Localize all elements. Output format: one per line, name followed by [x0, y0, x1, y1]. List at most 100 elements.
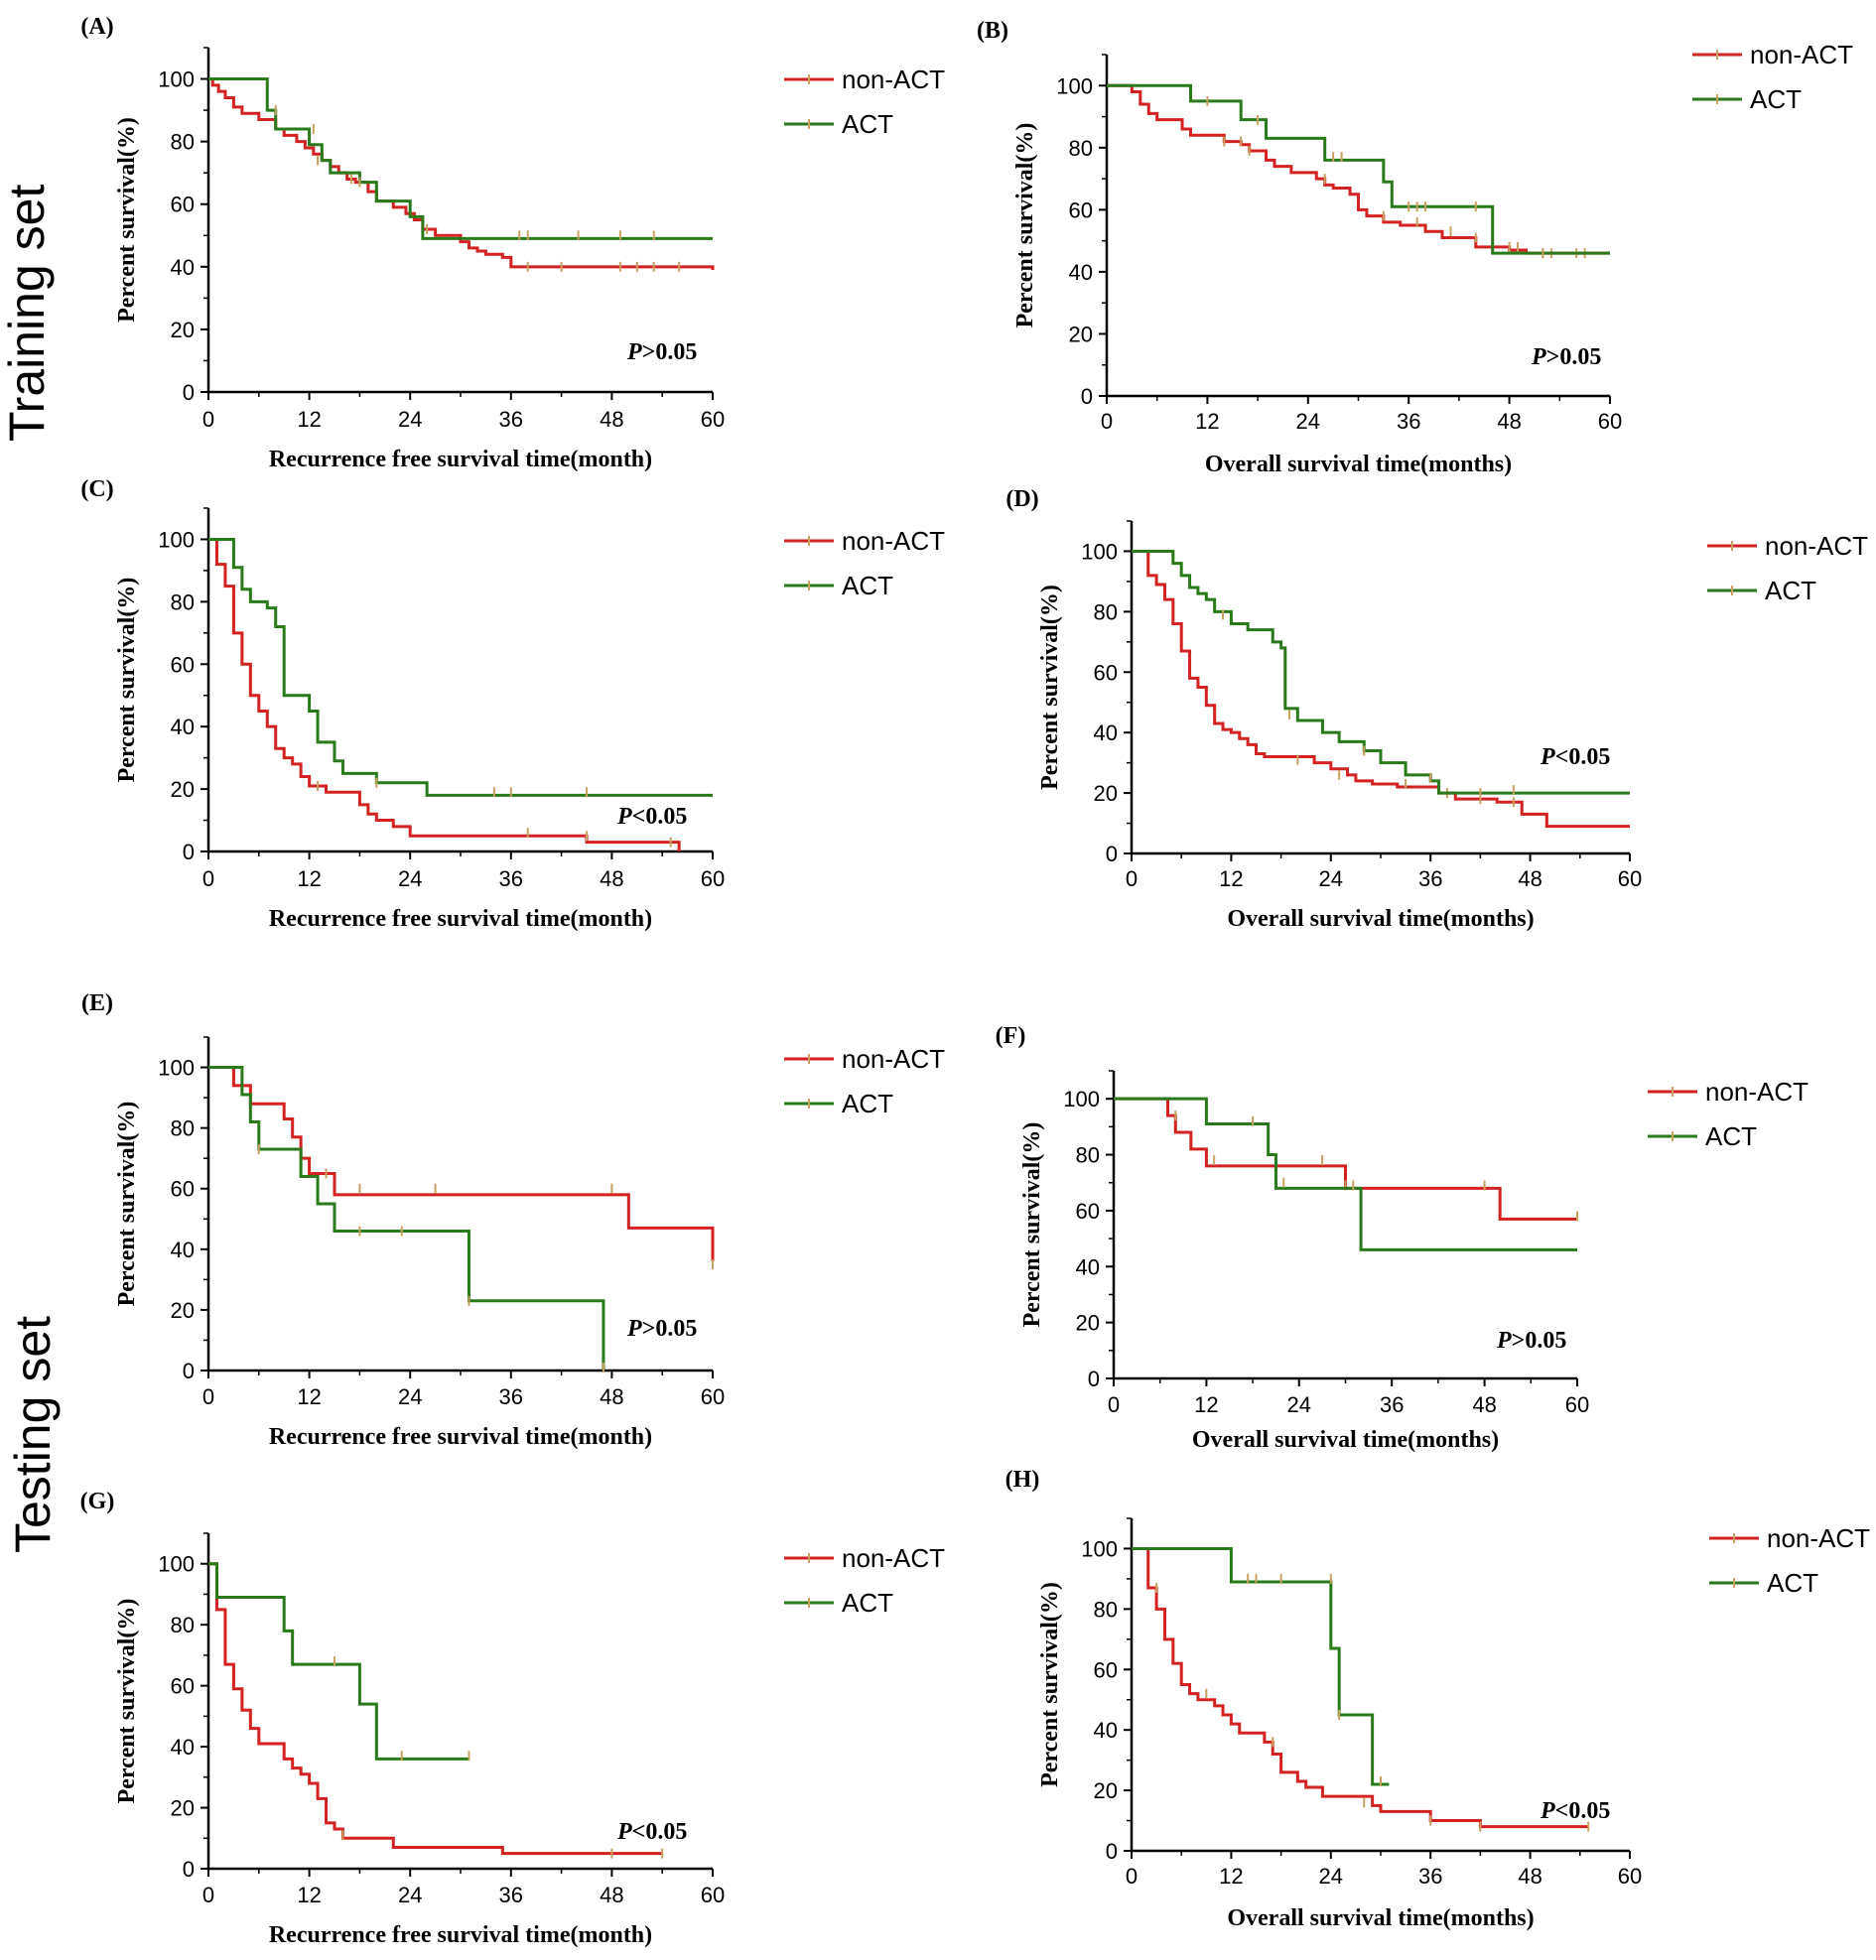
y-tick-label: 60 [1076, 1199, 1100, 1224]
legend-label: non-ACT [1767, 1523, 1870, 1553]
panel-label: (C) [80, 476, 113, 502]
km-panel: (E) 0 12 24 36 48 60 0 20 40 60 80 100 Recurrence fre… [81, 990, 945, 1450]
x-tick-label: 0 [1108, 1392, 1120, 1417]
x-tick-label: 48 [600, 866, 623, 891]
p-value-label: P>0.05 [626, 339, 697, 365]
x-axis-title: Recurrence free survival time(month) [269, 906, 652, 932]
y-tick-label: 40 [171, 715, 195, 739]
series-line-act [1132, 549, 1630, 795]
y-axis-title: Percent survival(%) [114, 1599, 140, 1804]
training-set-label: Training set [0, 185, 55, 442]
x-tick-label: 12 [1194, 1392, 1218, 1417]
y-tick-label: 0 [183, 1359, 195, 1383]
series-line-act [1107, 83, 1610, 255]
series-line-act [208, 537, 713, 797]
p-value-label: P<0.05 [1540, 1798, 1610, 1824]
y-tick-label: 40 [1094, 1718, 1118, 1743]
testing-set-label: Testing set [5, 1316, 61, 1553]
x-tick-label: 0 [202, 1384, 214, 1409]
x-tick-label: 48 [600, 1883, 623, 1907]
y-tick-label: 60 [1094, 660, 1118, 685]
y-tick-label: 80 [1094, 599, 1118, 624]
x-tick-label: 60 [701, 1883, 725, 1907]
x-tick-label: 48 [1497, 409, 1521, 434]
series-line-non-act [208, 77, 715, 270]
y-tick-label: 100 [158, 67, 195, 92]
p-value-text: >0.05 [642, 339, 698, 365]
panel-label: (H) [1005, 1467, 1040, 1493]
y-axis-title: Percent survival(%) [1037, 1582, 1063, 1787]
y-tick-label: 40 [171, 255, 195, 280]
y-axis-title: Percent survival(%) [1037, 585, 1063, 790]
legend-label: ACT [842, 109, 893, 139]
y-tick-label: 60 [171, 1177, 195, 1202]
legend-label: non-ACT [1705, 1077, 1809, 1107]
legend-label: non-ACT [842, 65, 945, 94]
y-tick-label: 60 [1094, 1657, 1118, 1682]
panel-label: (B) [977, 18, 1008, 44]
p-value-text: <0.05 [632, 1819, 688, 1845]
x-tick-label: 36 [499, 1384, 523, 1409]
legend-label: ACT [842, 1588, 893, 1618]
x-tick-label: 0 [202, 407, 214, 432]
legend-label: ACT [1767, 1568, 1818, 1598]
km-panel: (H) 0 12 24 36 48 60 0 20 40 60 80 100 Overall surviv… [1005, 1467, 1870, 1931]
p-value-label: P<0.05 [1540, 744, 1610, 770]
series-line-non-act [1132, 1546, 1589, 1829]
p-value-text: <0.05 [1555, 744, 1611, 770]
y-tick-label: 40 [1076, 1254, 1100, 1279]
x-tick-label: 36 [499, 1883, 523, 1907]
y-tick-label: 100 [1081, 1536, 1118, 1561]
x-tick-label: 36 [499, 407, 523, 432]
series-line-non-act [1114, 1097, 1577, 1221]
x-tick-label: 24 [1287, 1392, 1311, 1417]
y-tick-label: 80 [171, 589, 195, 614]
legend-label: non-ACT [842, 1044, 945, 1074]
y-tick-label: 20 [171, 1298, 195, 1323]
y-tick-label: 80 [1069, 136, 1093, 161]
legend-label: ACT [1765, 576, 1816, 605]
x-tick-label: 12 [297, 407, 321, 432]
x-tick-label: 24 [398, 1883, 422, 1907]
y-axis-title: Percent survival(%) [114, 117, 140, 323]
y-tick-label: 100 [1063, 1087, 1100, 1111]
x-tick-label: 0 [1126, 1864, 1138, 1889]
km-panel: (F) 0 12 24 36 48 60 0 20 40 60 80 100 Overall surviv… [996, 1023, 1809, 1453]
y-tick-label: 80 [1076, 1143, 1100, 1168]
y-tick-label: 100 [158, 1056, 195, 1081]
y-tick-label: 20 [1069, 322, 1093, 346]
x-tick-label: 12 [1219, 866, 1243, 891]
km-panel: (C) 0 12 24 36 48 60 0 20 40 60 80 100 Recurrence fre… [80, 476, 945, 932]
y-axis-title: Percent survival(%) [114, 578, 140, 783]
y-tick-label: 40 [171, 1735, 195, 1760]
km-panel: (B) 0 12 24 36 48 60 0 20 40 60 80 100 Overall surviv… [977, 18, 1853, 477]
y-tick-label: 40 [1069, 260, 1093, 285]
y-tick-label: 80 [171, 1613, 195, 1637]
x-tick-label: 24 [1319, 1864, 1343, 1889]
x-tick-label: 24 [1296, 409, 1320, 434]
y-tick-label: 60 [1069, 197, 1093, 222]
x-tick-label: 12 [1195, 409, 1219, 434]
x-axis-title: Recurrence free survival time(month) [269, 1424, 652, 1450]
x-axis-title: Overall survival time(months) [1227, 906, 1534, 932]
x-tick-label: 48 [1472, 1392, 1496, 1417]
x-tick-label: 48 [1518, 866, 1541, 891]
x-tick-label: 0 [202, 866, 214, 891]
x-tick-label: 0 [1101, 409, 1113, 434]
x-axis-title: Overall survival time(months) [1192, 1427, 1499, 1453]
y-tick-label: 60 [171, 193, 195, 217]
x-tick-label: 36 [1418, 866, 1442, 891]
x-tick-label: 12 [1219, 1864, 1243, 1889]
p-value-symbol: P [1531, 344, 1546, 370]
x-tick-label: 24 [398, 1384, 422, 1409]
legend-label: ACT [1705, 1121, 1757, 1151]
p-value-text: >0.05 [1512, 1328, 1567, 1354]
p-value-text: >0.05 [642, 1316, 698, 1342]
km-panel: (G) 0 12 24 36 48 60 0 20 40 60 80 100 Recurrence fre… [80, 1489, 945, 1948]
y-tick-label: 20 [1076, 1311, 1100, 1336]
x-tick-label: 48 [600, 1384, 623, 1409]
x-tick-label: 48 [1518, 1864, 1541, 1889]
panel-label: (G) [80, 1489, 115, 1514]
legend-label: ACT [1750, 84, 1802, 114]
x-axis-title: Overall survival time(months) [1205, 452, 1512, 477]
